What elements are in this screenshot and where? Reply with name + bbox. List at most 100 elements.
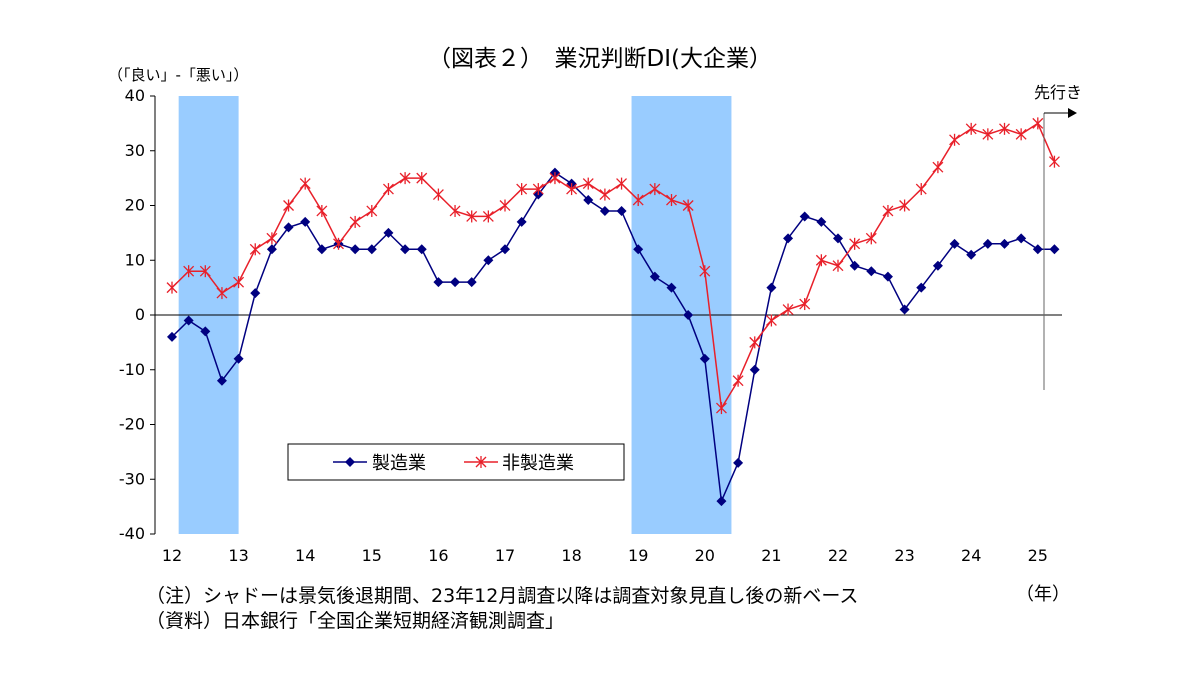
point-1-5	[249, 243, 261, 256]
point-1-25	[582, 177, 594, 190]
point-1-44	[899, 199, 911, 212]
notes: （注）シャドーは景気後退期間、23年12月調査以降は調査対象見直し後の新ベース …	[146, 584, 858, 634]
y-tick-label-7: -30	[119, 469, 145, 488]
point-0-40	[833, 233, 843, 244]
point-1-31	[682, 199, 694, 212]
point-0-47	[949, 238, 960, 249]
point-1-14	[399, 172, 411, 185]
legend: 製造業 非製造業	[287, 443, 625, 481]
y-tick-label-4: 0	[135, 305, 145, 324]
point-1-21	[516, 183, 528, 196]
point-0-52	[1032, 244, 1043, 255]
source-text: （資料）日本銀行「全国企業短期経済観測調査」	[146, 610, 565, 632]
point-1-36	[765, 314, 777, 327]
point-0-50	[999, 238, 1010, 249]
x-tick-label-18: 18	[561, 546, 581, 565]
point-1-7	[283, 199, 295, 212]
point-1-32	[699, 265, 711, 278]
x-tick-label-21: 21	[761, 546, 781, 565]
point-0-11	[350, 244, 361, 255]
point-1-33	[715, 402, 727, 415]
point-0-18	[466, 277, 477, 288]
point-1-22	[532, 183, 544, 196]
point-1-45	[915, 183, 927, 196]
point-0-7	[283, 222, 294, 233]
point-1-4	[233, 276, 245, 289]
point-1-47	[949, 133, 961, 146]
y-tick-label-2: 20	[125, 196, 145, 215]
legend-label-nonmanufacturing: 非製造業	[502, 453, 574, 474]
y-tick-label-5: -10	[119, 360, 145, 379]
point-0-34	[733, 457, 744, 468]
point-1-15	[416, 172, 428, 185]
point-0-48	[966, 249, 977, 260]
point-1-28	[632, 194, 644, 207]
point-1-9	[316, 204, 328, 217]
point-0-9	[316, 244, 327, 255]
series-line-1	[171, 122, 1056, 411]
point-0-46	[932, 260, 943, 271]
point-1-49	[982, 128, 994, 141]
point-0-39	[816, 216, 827, 227]
x-axis-unit-label: （年）	[1016, 584, 1070, 605]
point-1-50	[999, 122, 1010, 135]
point-1-35	[749, 336, 761, 349]
point-1-29	[649, 183, 661, 196]
y-tick-label-6: -20	[119, 415, 145, 434]
x-tick-label-13: 13	[228, 546, 248, 565]
point-1-17	[449, 204, 461, 217]
point-0-20	[500, 244, 510, 255]
point-0-26	[599, 205, 610, 216]
point-0-30	[666, 282, 677, 293]
point-0-12	[366, 244, 377, 255]
point-0-8	[300, 216, 311, 227]
x-tick-label-12: 12	[162, 546, 182, 565]
point-1-40	[832, 259, 844, 272]
point-1-2	[199, 265, 211, 278]
point-0-21	[516, 216, 527, 227]
x-tick-label-17: 17	[495, 546, 515, 565]
point-0-0	[167, 331, 177, 342]
point-1-10	[333, 237, 344, 250]
point-1-24	[566, 183, 578, 196]
chart: （図表２） 業況判断DI(大企業） （「良い」-「悪い」） 40 30 20 10 0 -…	[108, 46, 1082, 605]
chart-title: （図表２） 業況判断DI(大企業）	[428, 46, 772, 72]
note-text: （注）シャドーは景気後退期間、23年12月調査以降は調査対象見直し後の新ベース	[146, 585, 859, 607]
point-0-49	[982, 238, 993, 249]
point-0-25	[583, 195, 594, 206]
point-0-31	[683, 310, 694, 320]
legend-marker-manufacturing-icon	[345, 457, 355, 467]
point-0-33	[716, 496, 727, 507]
point-0-36	[766, 282, 777, 293]
point-0-1	[183, 315, 194, 326]
point-0-53	[1049, 244, 1060, 255]
y-tick-label-3: 10	[125, 250, 145, 269]
point-0-45	[916, 282, 927, 293]
axes: 40 30 20 10 0 -10 -20 -30 -40 12 13 14 15 16 17 18 19 20 2…	[119, 86, 1062, 565]
point-1-42	[865, 232, 877, 245]
x-tick-label-22: 22	[828, 546, 848, 565]
point-1-53	[1048, 155, 1060, 168]
point-0-44	[899, 304, 910, 315]
y-axis-label: （「良い」-「悪い」）	[108, 66, 248, 84]
x-tick-label-15: 15	[362, 546, 382, 565]
point-1-8	[299, 177, 311, 190]
point-1-41	[849, 237, 861, 250]
point-1-23	[549, 172, 561, 185]
point-0-41	[849, 260, 860, 271]
x-tick-label-14: 14	[295, 546, 315, 565]
point-1-16	[432, 188, 444, 201]
point-0-42	[866, 266, 877, 277]
y-tick-label-1: 30	[125, 141, 145, 160]
x-tick-label-23: 23	[894, 546, 914, 565]
point-0-16	[433, 277, 444, 288]
point-1-30	[666, 194, 677, 207]
x-tick-label-16: 16	[428, 546, 448, 565]
point-0-32	[699, 353, 710, 364]
point-0-17	[450, 277, 461, 288]
point-1-27	[616, 177, 628, 190]
point-0-14	[400, 244, 411, 255]
point-1-52	[1032, 117, 1044, 130]
point-1-18	[466, 210, 478, 223]
point-1-46	[932, 161, 944, 174]
